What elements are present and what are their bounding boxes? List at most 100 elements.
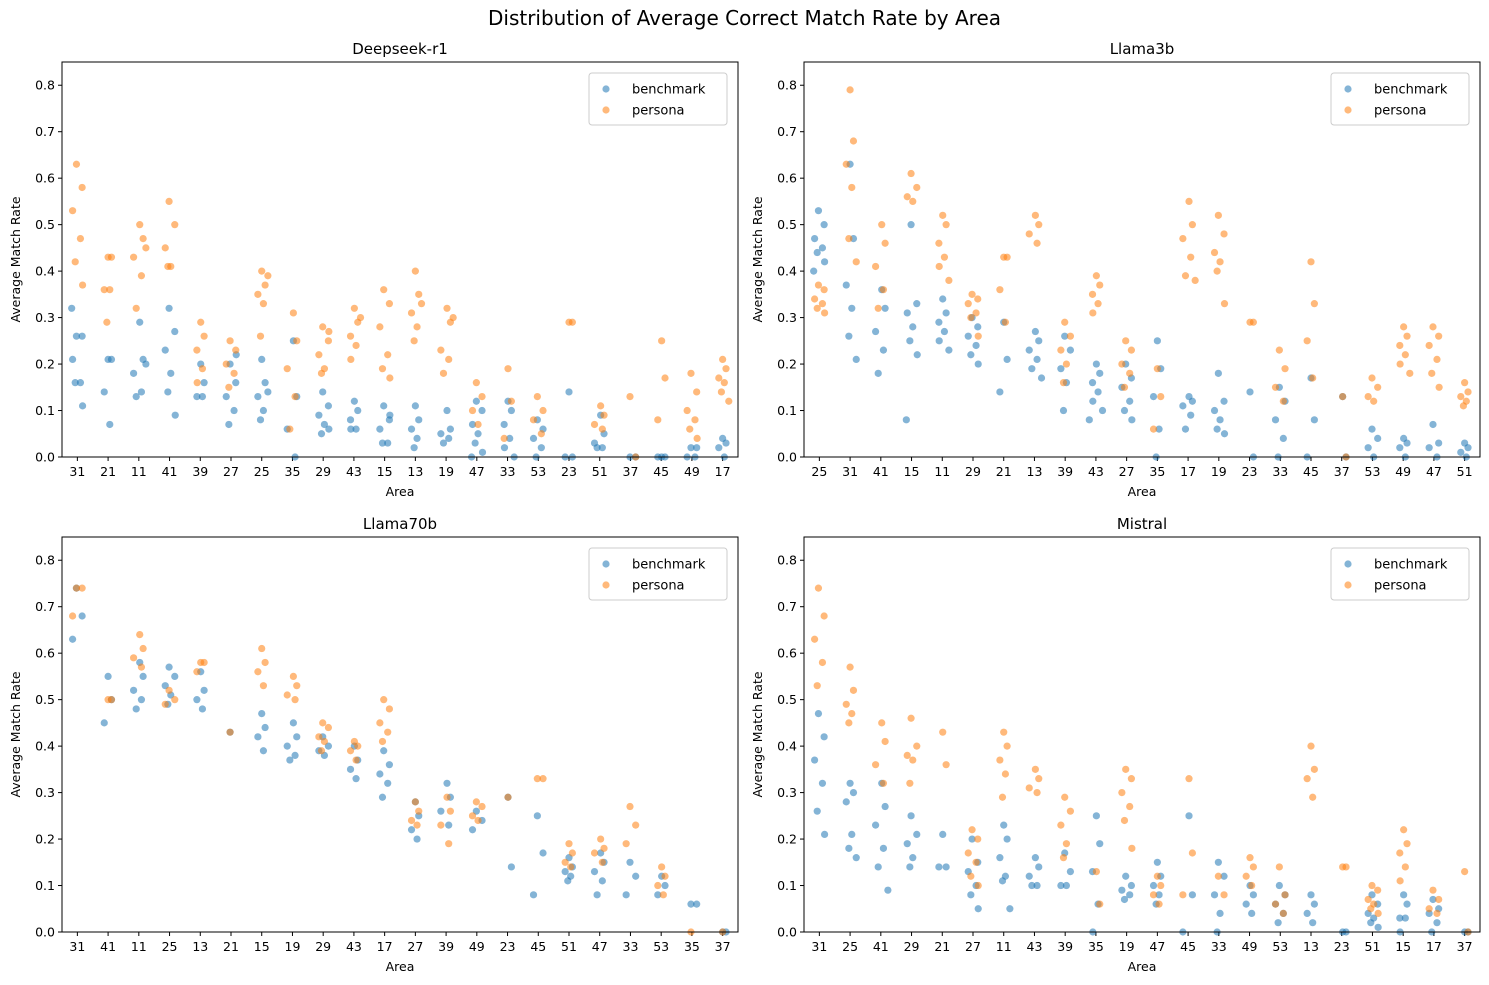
data-point-persona	[1033, 239, 1041, 247]
data-point-benchmark	[903, 840, 911, 848]
data-point-benchmark	[1401, 914, 1409, 922]
data-point-benchmark	[845, 844, 853, 852]
data-point-benchmark	[468, 420, 477, 429]
data-point-persona	[1248, 881, 1256, 890]
data-point-persona	[1433, 355, 1441, 364]
data-point-benchmark	[998, 877, 1007, 885]
y-tick-label: 0.1	[35, 878, 55, 893]
data-point-persona	[437, 346, 445, 354]
data-point-benchmark	[164, 388, 172, 396]
y-tick-label: 0.4	[777, 739, 797, 754]
data-point-benchmark	[256, 416, 265, 424]
data-point-persona	[1001, 770, 1010, 778]
data-point-persona	[171, 221, 179, 229]
data-point-benchmark	[1066, 346, 1075, 354]
x-tick-label: 43	[346, 939, 362, 954]
data-point-benchmark	[906, 863, 914, 871]
data-point-benchmark	[1033, 355, 1041, 364]
data-point-benchmark	[78, 332, 86, 340]
data-point-benchmark	[78, 612, 86, 620]
data-point-persona	[1303, 775, 1311, 783]
data-point-benchmark	[1309, 919, 1317, 927]
data-point-benchmark	[813, 807, 821, 815]
x-tick-label: 31	[69, 939, 85, 954]
data-point-benchmark	[845, 332, 853, 340]
data-point-benchmark	[593, 444, 601, 452]
data-point-persona	[1374, 383, 1382, 391]
data-point-persona	[1425, 905, 1433, 913]
data-point-persona	[1118, 360, 1126, 368]
x-tick-label: 29	[965, 464, 981, 479]
data-point-persona	[632, 821, 640, 829]
data-point-benchmark	[1037, 374, 1046, 382]
data-point-persona	[504, 793, 512, 801]
data-point-persona	[533, 392, 541, 401]
data-point-persona	[1275, 346, 1283, 354]
data-point-persona	[200, 658, 208, 667]
legend-marker	[1344, 581, 1352, 589]
data-point-persona	[1035, 221, 1043, 229]
plot-frame	[803, 61, 1481, 458]
data-point-persona	[1435, 895, 1443, 904]
data-point-benchmark	[193, 696, 201, 704]
data-point-persona	[137, 272, 146, 280]
data-point-persona	[1059, 379, 1068, 387]
data-point-persona	[415, 290, 423, 298]
x-tick-label: 41	[100, 939, 116, 954]
data-point-benchmark	[507, 863, 515, 871]
legend-marker	[602, 85, 610, 93]
data-point-benchmark	[940, 327, 949, 336]
x-tick-label: 11	[996, 939, 1012, 954]
data-point-benchmark	[907, 812, 915, 820]
data-point-benchmark	[232, 379, 240, 387]
data-point-persona	[410, 337, 418, 345]
data-point-persona	[1246, 854, 1254, 862]
x-tick-label: 19	[438, 464, 454, 479]
data-point-persona	[354, 742, 362, 750]
data-point-benchmark	[137, 388, 146, 396]
data-point-benchmark	[1271, 416, 1280, 424]
data-point-benchmark	[1098, 406, 1107, 415]
data-point-persona	[879, 779, 888, 787]
data-point-benchmark	[1396, 914, 1404, 922]
data-point-persona	[1216, 258, 1224, 266]
data-point-persona	[1088, 290, 1097, 298]
x-tick-label: 39	[438, 939, 454, 954]
data-point-benchmark	[445, 821, 453, 829]
legend-box	[588, 72, 728, 126]
data-point-benchmark	[820, 733, 828, 741]
data-point-benchmark	[1403, 900, 1411, 908]
data-point-persona	[1281, 365, 1289, 373]
data-point-persona	[964, 849, 972, 857]
data-point-persona	[590, 420, 599, 429]
data-point-persona	[693, 388, 701, 396]
y-tick-label: 0.6	[777, 171, 797, 186]
data-point-benchmark	[1120, 895, 1129, 904]
data-point-persona	[317, 747, 326, 755]
data-point-persona	[1157, 881, 1165, 890]
data-point-benchmark	[1096, 840, 1104, 848]
data-point-benchmark	[848, 830, 856, 839]
data-point-benchmark	[136, 318, 144, 326]
data-point-persona	[842, 160, 850, 168]
data-point-benchmark	[317, 430, 326, 438]
data-point-persona	[446, 807, 454, 815]
data-point-persona	[848, 183, 856, 192]
x-tick-label: 33	[1211, 939, 1227, 954]
data-point-benchmark	[283, 742, 291, 750]
data-point-persona	[942, 221, 950, 229]
legend-marker	[1344, 85, 1352, 93]
data-point-benchmark	[1274, 919, 1282, 927]
data-point-persona	[1400, 323, 1408, 331]
data-point-persona	[622, 840, 630, 848]
data-point-persona	[600, 844, 608, 852]
data-point-benchmark	[259, 406, 268, 415]
y-axis-label: Average Match Rate	[8, 196, 23, 322]
y-axis-label: Average Match Rate	[750, 196, 765, 322]
y-tick-label: 0.1	[777, 403, 797, 418]
data-point-benchmark	[1003, 835, 1011, 843]
data-point-benchmark	[165, 663, 173, 671]
x-tick-label: 45	[1303, 464, 1319, 479]
legend: benchmark persona	[1330, 547, 1470, 601]
data-point-persona	[942, 761, 950, 769]
